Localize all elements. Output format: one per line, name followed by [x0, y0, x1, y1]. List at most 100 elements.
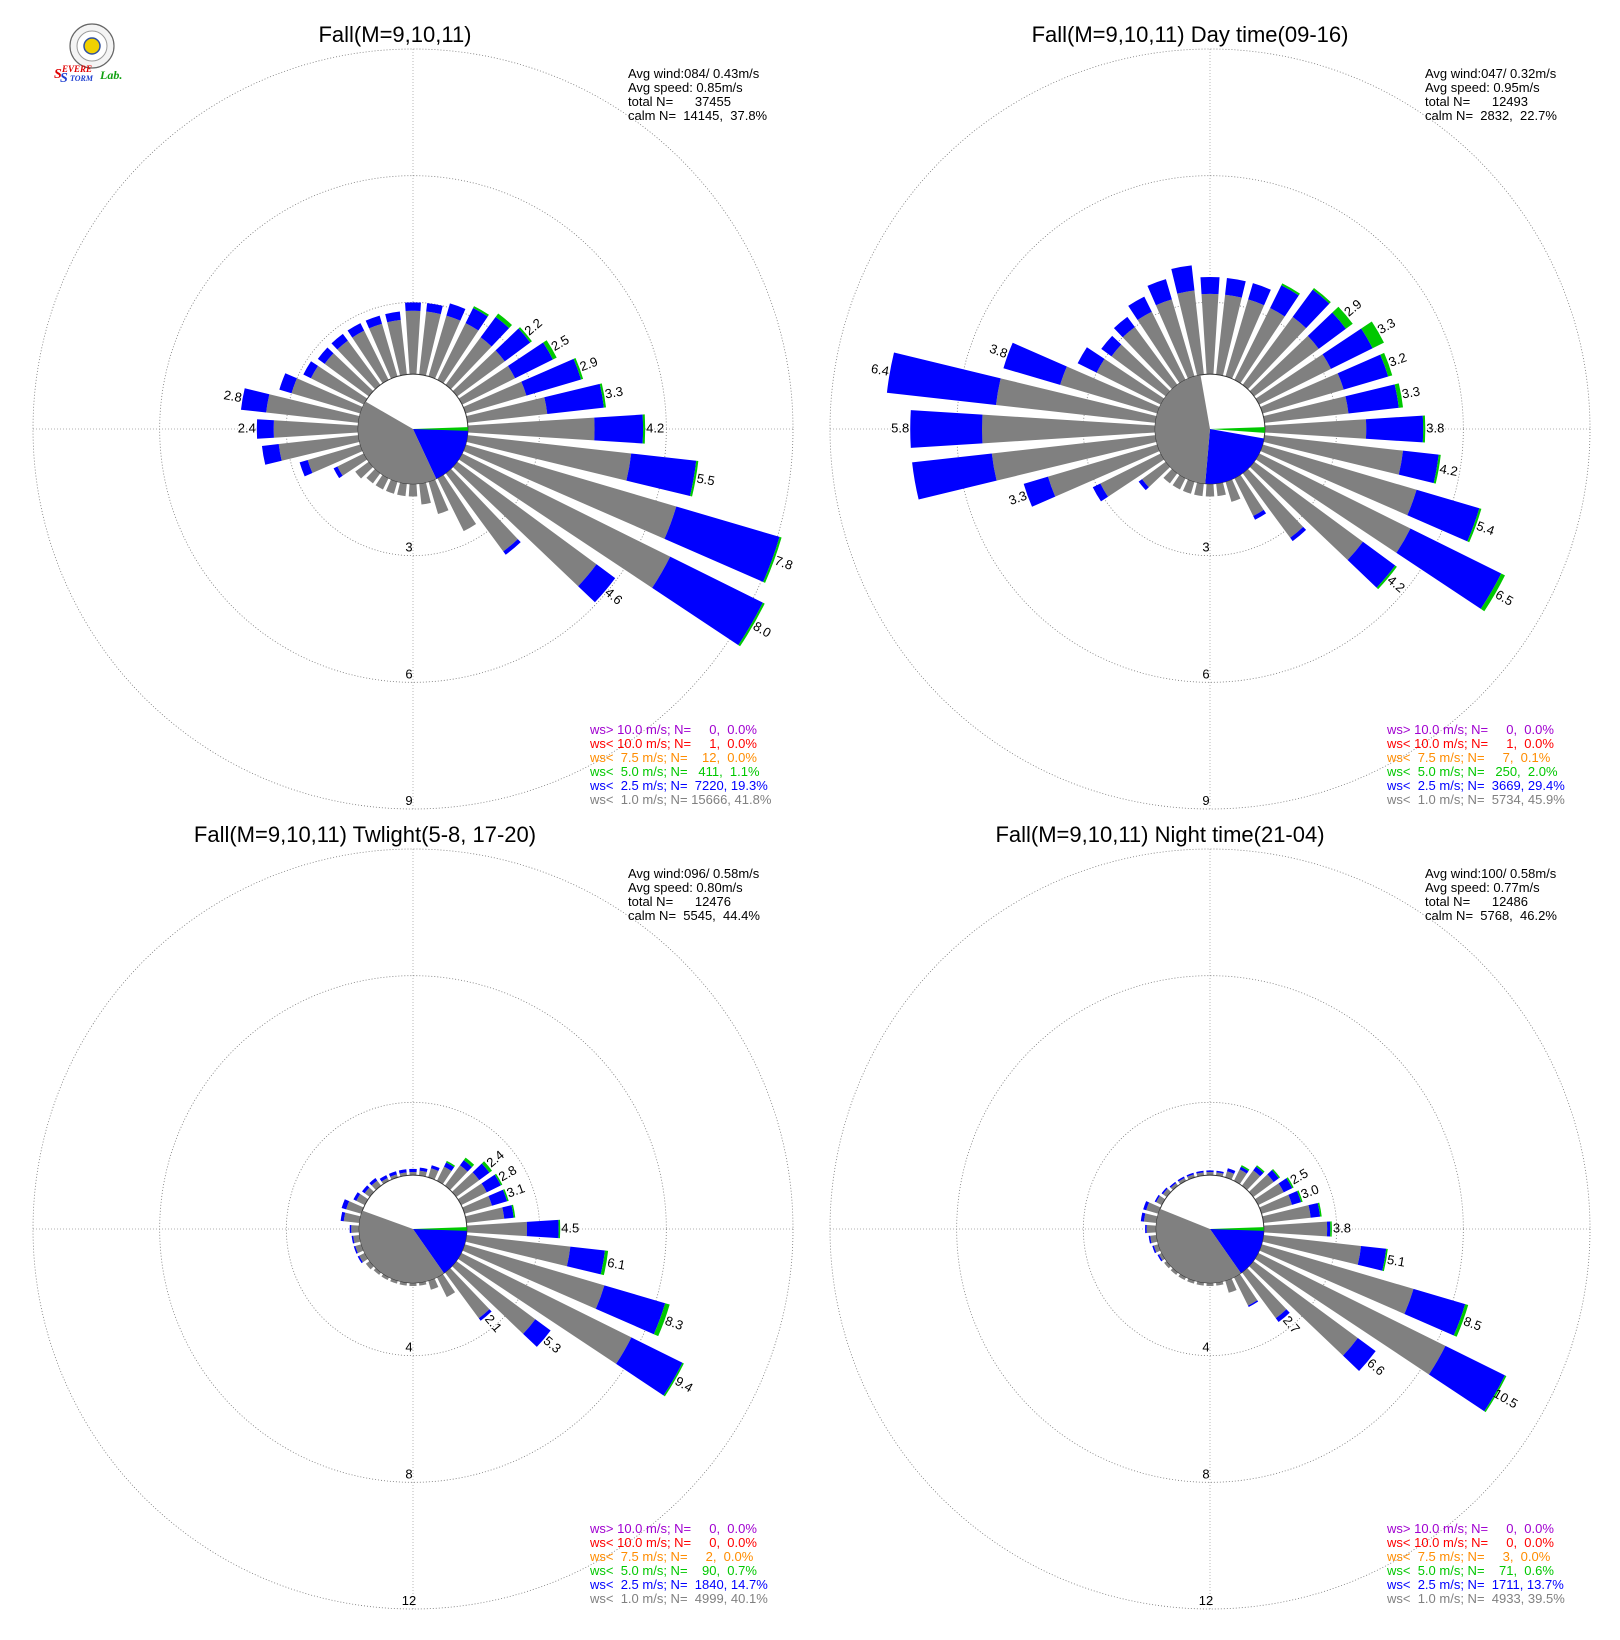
petal-60-lt2_5	[1322, 328, 1373, 369]
petal-70-lt5	[502, 1189, 509, 1202]
ring-8	[159, 975, 667, 1483]
petal-110-lt2_5	[664, 506, 780, 582]
petal-240-lt2_5	[1092, 483, 1109, 502]
petal-290-calm_lt1	[291, 378, 363, 414]
petal-140-calm_lt1	[444, 1267, 490, 1319]
logo-s2: S	[60, 71, 68, 86]
petal-340-calm_lt1	[1187, 1174, 1195, 1180]
ring-4	[1082, 1101, 1338, 1357]
petal-label-70: 3.1	[505, 1180, 527, 1200]
ring-12	[829, 848, 1591, 1610]
petal-90-calm_lt1	[1264, 419, 1367, 439]
petal-50-lt2_5	[1307, 312, 1346, 349]
petal-130-calm_lt1	[1249, 461, 1363, 561]
inner-wedge-1	[359, 1210, 444, 1283]
ring-label: 6	[1202, 666, 1209, 681]
ring-label: 6	[405, 666, 412, 681]
petal-230-calm_lt1	[1164, 1260, 1172, 1269]
petal-100-calm_lt1	[1263, 435, 1404, 475]
petal-270-lt2_5	[349, 1225, 352, 1233]
petal-10-lt2_5	[419, 1167, 428, 1173]
petal-300-calm_lt1	[356, 1193, 369, 1206]
petal-label-250: 3.3	[1007, 488, 1029, 508]
petal-190-calm_lt1	[1194, 482, 1204, 497]
petal-label-280: 6.4	[870, 361, 890, 379]
ring-8	[956, 975, 1464, 1483]
petal-30-calm_lt1	[436, 1166, 452, 1185]
petal-240-calm_lt1	[1100, 453, 1165, 497]
petal-230-calm_lt1	[1142, 461, 1171, 488]
petal-40-lt2_5	[459, 1160, 472, 1172]
petal-310-calm_lt1	[1162, 1188, 1172, 1198]
petal-70-lt5	[1297, 1190, 1303, 1203]
petal-300-calm_lt1	[310, 365, 368, 405]
petal-110-lt2_5	[1404, 1288, 1466, 1336]
petal-30-lt5	[1240, 1165, 1250, 1171]
petal-140-lt2_5	[1275, 1309, 1290, 1323]
petal-150-calm_lt1	[436, 1273, 456, 1298]
petal-80-calm_lt1	[1263, 396, 1349, 423]
petal-220-calm_lt1	[1163, 468, 1178, 484]
petal-label-70: 3.0	[1299, 1181, 1321, 1201]
legend-entry-lt2_5: ws< 2.5 m/s; N= 1840, 14.7%	[589, 1577, 768, 1592]
legend-entry-gt10: ws> 10.0 m/s; N= 0, 0.0%	[1386, 722, 1554, 737]
petal-320-lt2_5	[369, 1178, 378, 1186]
inner-wedge-1	[1156, 1208, 1241, 1283]
petal-310-calm_lt1	[1111, 344, 1171, 397]
petal-80-calm_lt1	[466, 397, 548, 423]
petal-40-calm_lt1	[1242, 316, 1307, 390]
petal-90-calm_lt1	[467, 417, 595, 441]
petal-210-calm_lt1	[1172, 474, 1186, 490]
petal-300-lt2_5	[1077, 347, 1105, 373]
stat-total: total N= 12493	[1425, 94, 1528, 109]
petal-290-lt2_5	[1003, 342, 1067, 385]
petal-280-lt2_5	[240, 388, 270, 413]
petal-270-lt2_5	[1145, 1224, 1147, 1234]
petal-240-lt2_5	[333, 466, 343, 479]
chart-title: Fall(M=9,10,11) Night time(21-04)	[995, 822, 1324, 847]
petal-200-calm_lt1	[1187, 1278, 1195, 1284]
lab-logo: S EVERE S TORM Lab.	[54, 23, 122, 86]
ring-9	[829, 48, 1591, 810]
petal-320-calm_lt1	[1122, 327, 1178, 390]
petal-10-lt2_5	[1225, 277, 1246, 298]
petal-110-lt2_5	[1407, 489, 1480, 542]
petal-label-70: 2.9	[578, 354, 600, 374]
petal-90-lt5	[642, 414, 646, 444]
petal-0-calm_lt1	[405, 310, 421, 375]
petal-80-lt5	[599, 383, 607, 408]
petal-60-lt2_5	[507, 342, 553, 379]
petal-290-calm_lt1	[346, 1201, 364, 1214]
legend-entry-lt10: ws< 10.0 m/s; N= 1, 0.0%	[1386, 736, 1554, 751]
petal-30-lt5	[1281, 283, 1300, 296]
ring-label: 12	[402, 1593, 416, 1608]
petal-220-calm_lt1	[366, 468, 381, 484]
petal-110-calm_lt1	[462, 1244, 605, 1309]
petal-60-lt5	[1361, 321, 1384, 349]
petal-0-lt2_5	[405, 302, 421, 312]
wind-rose-panel-3: 48122.42.83.14.56.18.39.45.32.1Fall(M=9,…	[32, 822, 794, 1610]
petal-240-calm_lt1	[1158, 1252, 1166, 1261]
petal-120-lt2_5	[1428, 1345, 1505, 1412]
petal-140-lt2_5	[1290, 526, 1307, 542]
petal-190-calm_lt1	[397, 482, 407, 497]
petal-260-calm_lt1	[1150, 1235, 1158, 1244]
petal-label-270: 5.8	[891, 420, 909, 435]
inner-wedge-0	[413, 1229, 467, 1274]
petal-70-lt2_5	[488, 1189, 508, 1206]
petal-330-lt2_5	[1177, 1176, 1185, 1182]
wind-rose-panel-4: 48122.53.03.85.18.510.56.62.7Fall(M=9,10…	[829, 822, 1591, 1610]
petal-330-calm_lt1	[1137, 311, 1186, 384]
petal-20-lt2_5	[430, 1165, 440, 1171]
petal-100-lt2_5	[566, 1246, 605, 1275]
petal-40-lt2_5	[1253, 1166, 1264, 1177]
petal-60-lt5	[494, 1173, 503, 1186]
petal-310-lt2_5	[1101, 335, 1122, 357]
petal-70-calm_lt1	[462, 1196, 492, 1214]
petal-10-lt2_5	[426, 303, 443, 315]
logo-s1: S	[54, 67, 62, 82]
petal-60-lt5	[543, 340, 557, 360]
petal-130-lt5	[1376, 565, 1397, 590]
petal-label-80: 3.3	[604, 384, 624, 402]
petal-160-calm_lt1	[428, 479, 449, 515]
